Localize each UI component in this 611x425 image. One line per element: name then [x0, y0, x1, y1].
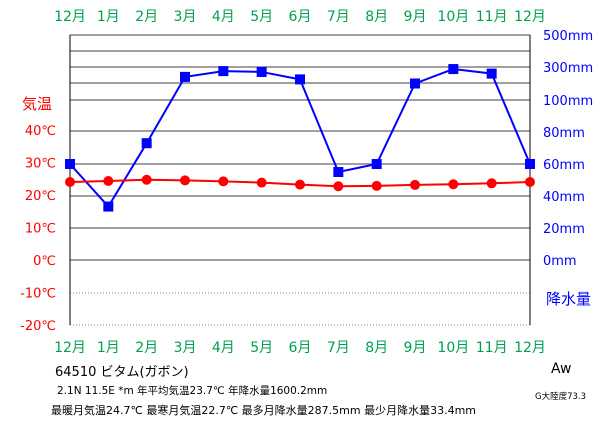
- month-label-top: 5月: [250, 9, 273, 25]
- month-label-top: 12月: [514, 9, 546, 25]
- left-tick-label: -10℃: [20, 287, 56, 302]
- right-tick-label: 500mm: [543, 29, 593, 44]
- month-label-bottom: 8月: [365, 340, 388, 356]
- month-label-top: 4月: [212, 9, 235, 25]
- temperature-marker: [65, 177, 75, 187]
- left-tick-label: 30℃: [25, 157, 56, 172]
- station-extremes: 最暖月気温24.7℃ 最寒月気温22.7℃ 最多月降水量287.5mm 最少月降…: [51, 404, 477, 417]
- month-label-bottom: 6月: [289, 340, 312, 356]
- month-label-bottom: 3月: [174, 340, 197, 356]
- month-label-top: 11月: [476, 9, 508, 25]
- precipitation-marker: [333, 167, 344, 177]
- precipitation-marker: [525, 159, 535, 169]
- month-label-top: 10月: [437, 9, 469, 25]
- temperature-marker: [103, 176, 114, 187]
- month-label-top: 8月: [365, 9, 388, 25]
- temperature-marker: [295, 179, 305, 190]
- temperature-marker: [218, 176, 229, 187]
- temperature-marker: [141, 174, 152, 185]
- temperature-marker: [371, 180, 382, 191]
- precipitation-marker: [448, 64, 459, 75]
- right-tick-label: 60mm: [543, 158, 585, 173]
- left-tick-label: 10℃: [25, 222, 56, 237]
- month-label-bottom: 1月: [97, 340, 120, 356]
- temperature-series: [65, 174, 535, 192]
- right-tick-label: 0mm: [543, 254, 577, 269]
- left-tick-label: 40℃: [25, 124, 56, 139]
- month-label-bottom: 12月: [54, 340, 86, 356]
- month-label-bottom: 12月: [514, 340, 546, 356]
- precipitation-marker: [410, 78, 420, 89]
- left-tick-label: -20℃: [20, 319, 56, 334]
- month-label-top: 3月: [174, 9, 197, 25]
- right-axis-ticks: 500mm 300mm 100mm 80mm 60mm 40mm 20mm 0mm: [543, 29, 593, 269]
- temperature-marker: [525, 177, 535, 187]
- month-label-top: 7月: [327, 9, 350, 25]
- climate-class: Aw: [551, 361, 572, 377]
- month-label-bottom: 5月: [250, 340, 273, 356]
- continentality-index: G大陸度73.3: [535, 392, 587, 402]
- month-label-bottom: 10月: [437, 340, 469, 356]
- right-axis-label: 降水量: [546, 290, 591, 308]
- right-tick-label: 40mm: [543, 190, 585, 205]
- left-tick-label: 20℃: [25, 189, 56, 204]
- temperature-marker: [448, 179, 459, 190]
- month-label-bottom: 11月: [476, 340, 508, 356]
- precipitation-marker: [103, 201, 114, 212]
- precipitation-marker: [218, 66, 229, 77]
- temperature-marker: [333, 181, 344, 192]
- month-label-top: 12月: [54, 9, 86, 25]
- month-label-top: 9月: [404, 9, 427, 25]
- month-label-bottom: 9月: [404, 340, 427, 356]
- precipitation-marker: [256, 66, 267, 77]
- left-axis-ticks: 40℃ 30℃ 20℃ 10℃ 0℃ -10℃ -20℃: [20, 124, 56, 334]
- right-tick-label: 300mm: [543, 61, 593, 76]
- bottom-month-labels: 12月 1月 2月 3月 4月 5月 6月 7月 8月 9月 10月 11月 12月: [54, 340, 546, 356]
- precipitation-series: [65, 64, 535, 212]
- precipitation-marker: [371, 159, 382, 169]
- precipitation-marker: [180, 71, 190, 82]
- month-label-bottom: 4月: [212, 340, 235, 356]
- left-axis-label: 気温: [22, 95, 52, 113]
- month-label-top: 2月: [135, 9, 158, 25]
- month-label-top: 1月: [97, 9, 120, 25]
- top-month-labels: 12月 1月 2月 3月 4月 5月 6月 7月 8月 9月 10月 11月 12月: [54, 9, 546, 25]
- month-label-top: 6月: [289, 9, 312, 25]
- precipitation-marker: [65, 159, 75, 169]
- precipitation-marker: [486, 68, 497, 79]
- temperature-marker: [180, 175, 190, 186]
- precipitation-marker: [295, 74, 305, 85]
- station-name: 64510 ビタム(ガボン): [55, 365, 189, 380]
- month-label-bottom: 7月: [327, 340, 350, 356]
- temperature-marker: [410, 179, 420, 190]
- left-tick-label: 0℃: [33, 254, 56, 269]
- temperature-marker: [486, 178, 497, 189]
- right-tick-label: 20mm: [543, 222, 585, 237]
- station-summary: 2.1N 11.5E *m 年平均気温23.7℃ 年降水量1600.2mm: [57, 385, 328, 397]
- right-tick-label: 100mm: [543, 94, 593, 109]
- month-label-bottom: 2月: [135, 340, 158, 356]
- precipitation-marker: [141, 138, 152, 149]
- temperature-marker: [256, 177, 267, 188]
- right-tick-label: 80mm: [543, 126, 585, 141]
- gridlines: [70, 34, 530, 326]
